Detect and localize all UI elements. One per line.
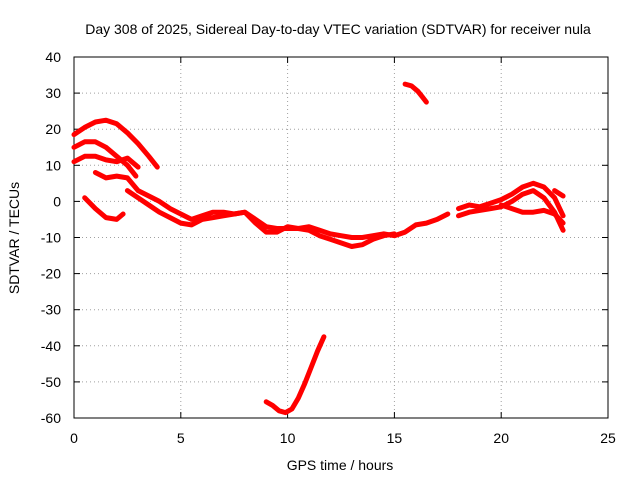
y-tick-label: -10 <box>41 230 61 246</box>
chart-title: Day 308 of 2025, Sidereal Day-to-day VTE… <box>85 21 591 37</box>
y-tick-label: 0 <box>53 193 61 209</box>
data-series <box>71 81 566 416</box>
series-arc-3 <box>71 153 141 170</box>
series-arc-6 <box>82 195 126 222</box>
y-tick-label: 20 <box>45 121 61 137</box>
series-arc-9 <box>498 202 566 226</box>
y-axis-title: SDTVAR / TECUs <box>6 182 22 294</box>
series-arc-2 <box>71 139 139 179</box>
series-arc-5 <box>124 188 397 249</box>
x-tick-label: 25 <box>600 430 616 446</box>
y-tick-label: 10 <box>45 157 61 173</box>
x-tick-label: 0 <box>70 430 78 446</box>
x-tick-label: 15 <box>387 430 403 446</box>
grid-lines <box>74 57 608 418</box>
y-tick-label: -50 <box>41 374 61 390</box>
series-arc-10 <box>552 188 566 199</box>
series-arc-7 <box>456 180 566 219</box>
series-arc-1 <box>71 117 160 170</box>
y-tick-label: 30 <box>45 85 61 101</box>
y-tick-label: -60 <box>41 410 61 426</box>
y-tick-label: -40 <box>41 338 61 354</box>
x-tick-label: 20 <box>493 430 509 446</box>
series-arc-12 <box>263 334 327 416</box>
x-axis-title: GPS time / hours <box>287 457 394 473</box>
x-tick-label: 5 <box>177 430 185 446</box>
y-tick-label: 40 <box>45 49 61 65</box>
series-arc-11 <box>402 81 429 105</box>
y-tick-label: -30 <box>41 302 61 318</box>
y-tick-label: -20 <box>41 266 61 282</box>
x-tick-label: 10 <box>280 430 296 446</box>
series-arc-8 <box>456 188 566 233</box>
axis-ticks: 0 5 10 15 20 25 -60 -50 -40 -30 -20 -10 0 10 20 30 40 <box>41 49 616 446</box>
